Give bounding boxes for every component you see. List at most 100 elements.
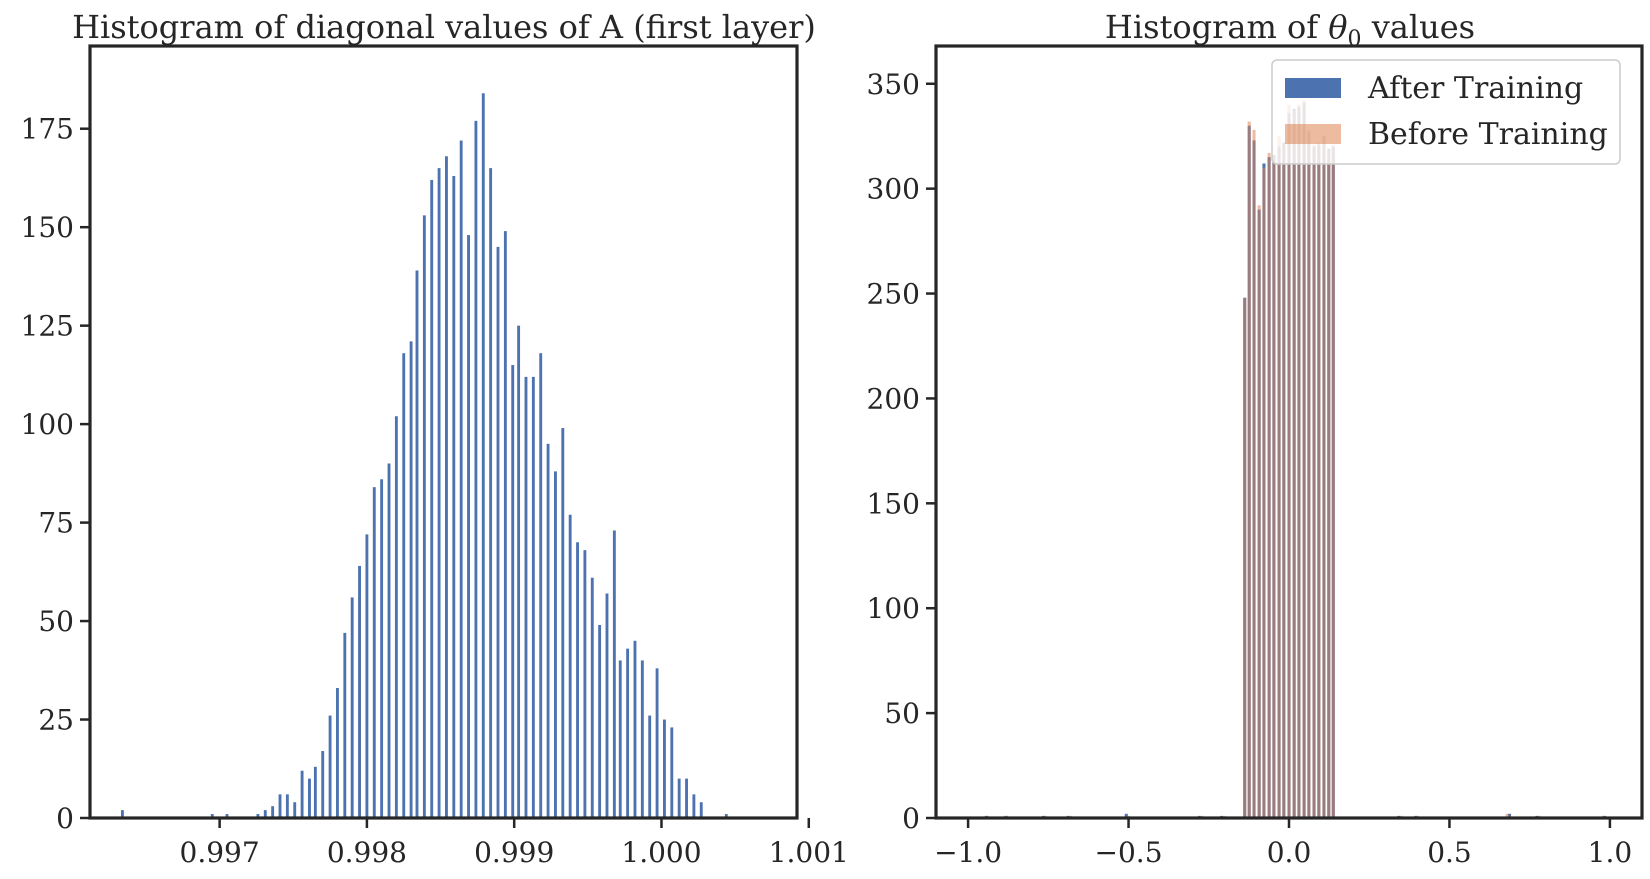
chart-right: Histogram of θ0 values −1.0 −0.5 0.0 0.5 1.0… [867,8,1644,869]
chart-left-bars [120,93,728,819]
chart0-series0-bar [618,660,622,818]
chart-right-legend: After Training Before Training [1271,59,1621,165]
chart0-series0-bar [546,443,550,818]
chart1-series1-bar [1282,142,1286,818]
chart0-series0-bar [210,814,214,818]
chart1-ytick-label: 50 [884,697,920,730]
chart0-ytick-label: 100 [21,408,74,441]
chart0-series0-bar [489,168,493,819]
chart0-series0-bar [605,593,609,818]
chart0-series0-bar [531,376,535,818]
chart1-series1-bar [1287,104,1291,819]
legend-swatch-after-training [1285,78,1341,98]
chart1-xtick-label: −0.5 [1095,836,1163,869]
chart0-series0-bar [308,778,311,818]
chart0-series0-bar [511,365,515,818]
chart0-series0-bar [437,168,441,819]
chart1-series1-bar [1267,152,1271,819]
chart1-xtick-label: 1.0 [1588,836,1633,869]
chart0-series0-bar [524,376,528,818]
chart0-series0-bar [583,550,587,818]
chart0-series0-bar [328,715,332,818]
chart0-series0-bar [452,175,456,819]
chart0-series0-bar [321,751,325,818]
legend-label-before-training: Before Training [1368,117,1608,152]
chart-right-bars [984,100,1606,819]
chart0-series0-bar [648,715,652,818]
chart1-ytick-label: 200 [867,382,920,415]
chart0-series0-bar [278,794,282,818]
chart1-series1-bar [1505,813,1509,818]
chart1-series0-bar [1124,813,1128,818]
chart0-series0-bar [293,802,297,818]
chart0-ytick-label: 150 [21,211,74,244]
chart1-series1-bar [1302,100,1306,819]
chart1-ytick-label: 100 [867,592,920,625]
chart0-series0-bar [467,235,470,818]
chart-left-title: Histogram of diagonal values of A (first… [72,8,816,46]
chart0-ytick-label: 125 [21,310,74,343]
chart-left-ticks: 0.997 0.998 0.999 1.000 1.001 0 25 50 75 100 125 15… [21,113,849,869]
chart0-xtick-label: 0.997 [180,836,260,869]
chart0-series0-bar [598,625,602,818]
chart0-series0-bar [554,471,557,818]
legend-label-after-training: After Training [1367,71,1583,106]
chart0-series0-bar [256,814,260,818]
chart1-series1-bar [1262,167,1266,819]
chart1-ytick-label: 250 [867,278,920,311]
chart0-series0-bar [350,597,354,818]
chart0-series0-bar [415,270,419,818]
chart0-series0-bar [640,660,644,818]
chart0-ytick-label: 75 [38,507,74,540]
chart1-ytick-label: 350 [867,68,920,101]
chart1-series1-bar [1331,144,1335,819]
chart0-series0-bar [474,120,478,819]
chart0-series0-bar [336,688,339,818]
chart0-xtick-label: 0.999 [474,836,554,869]
chart1-series1-bar [1243,297,1247,818]
chart0-series0-bar [263,810,267,818]
chart0-series0-bar [365,534,369,818]
chart-left: Histogram of diagonal values of A (first… [21,8,849,869]
chart0-series0-bar [409,341,413,818]
chart1-series1-bar [1257,205,1261,818]
chart0-series0-bar [402,353,406,818]
chart1-xtick-label: −1.0 [934,836,1002,869]
chart0-series0-bar [576,542,579,818]
chart-right-ticks: −1.0 −0.5 0.0 0.5 1.0 0 50 100 150 200 250 300 350 [867,68,1633,869]
chart1-ytick-label: 150 [867,487,920,520]
chart0-series0-bar [677,778,681,818]
legend-box [1271,59,1621,165]
chart1-series1-bar [1327,150,1331,818]
chart0-series0-bar [692,794,696,818]
chart0-series0-bar [655,668,659,818]
chart0-series0-bar [372,487,376,818]
chart0-series0-bar [225,814,229,818]
chart1-xtick-label: 0.5 [1427,836,1472,869]
chart0-series0-bar [561,428,565,818]
chart0-ytick-label: 50 [38,605,74,638]
chart0-series0-bar [503,231,507,818]
chart1-ytick-label: 300 [867,173,920,206]
chart1-series1-bar [1272,155,1276,819]
chart0-xtick-label: 1.001 [769,836,849,869]
chart0-series0-bar [590,577,594,818]
chart0-xtick-label: 0.998 [327,836,407,869]
chart0-series0-bar [517,325,521,818]
chart1-series1-bar [1317,142,1321,818]
chart0-series0-bar [430,179,434,819]
chart1-series1-bar [1312,144,1316,819]
chart0-series0-bar [724,814,728,818]
chart0-series0-bar [358,565,361,818]
chart-left-axes-frame [88,44,799,820]
chart1-series1-bar [1247,121,1251,818]
chart0-series0-bar [422,215,426,818]
chart0-series0-bar [633,640,637,818]
chart1-series1-bar [1277,136,1281,818]
chart0-series0-bar [387,463,391,818]
chart0-series0-bar [271,806,275,818]
chart0-series0-bar [481,93,485,818]
chart1-series1-bar [1322,136,1326,818]
chart0-series0-bar [663,719,666,818]
chart0-series0-bar [568,514,572,818]
